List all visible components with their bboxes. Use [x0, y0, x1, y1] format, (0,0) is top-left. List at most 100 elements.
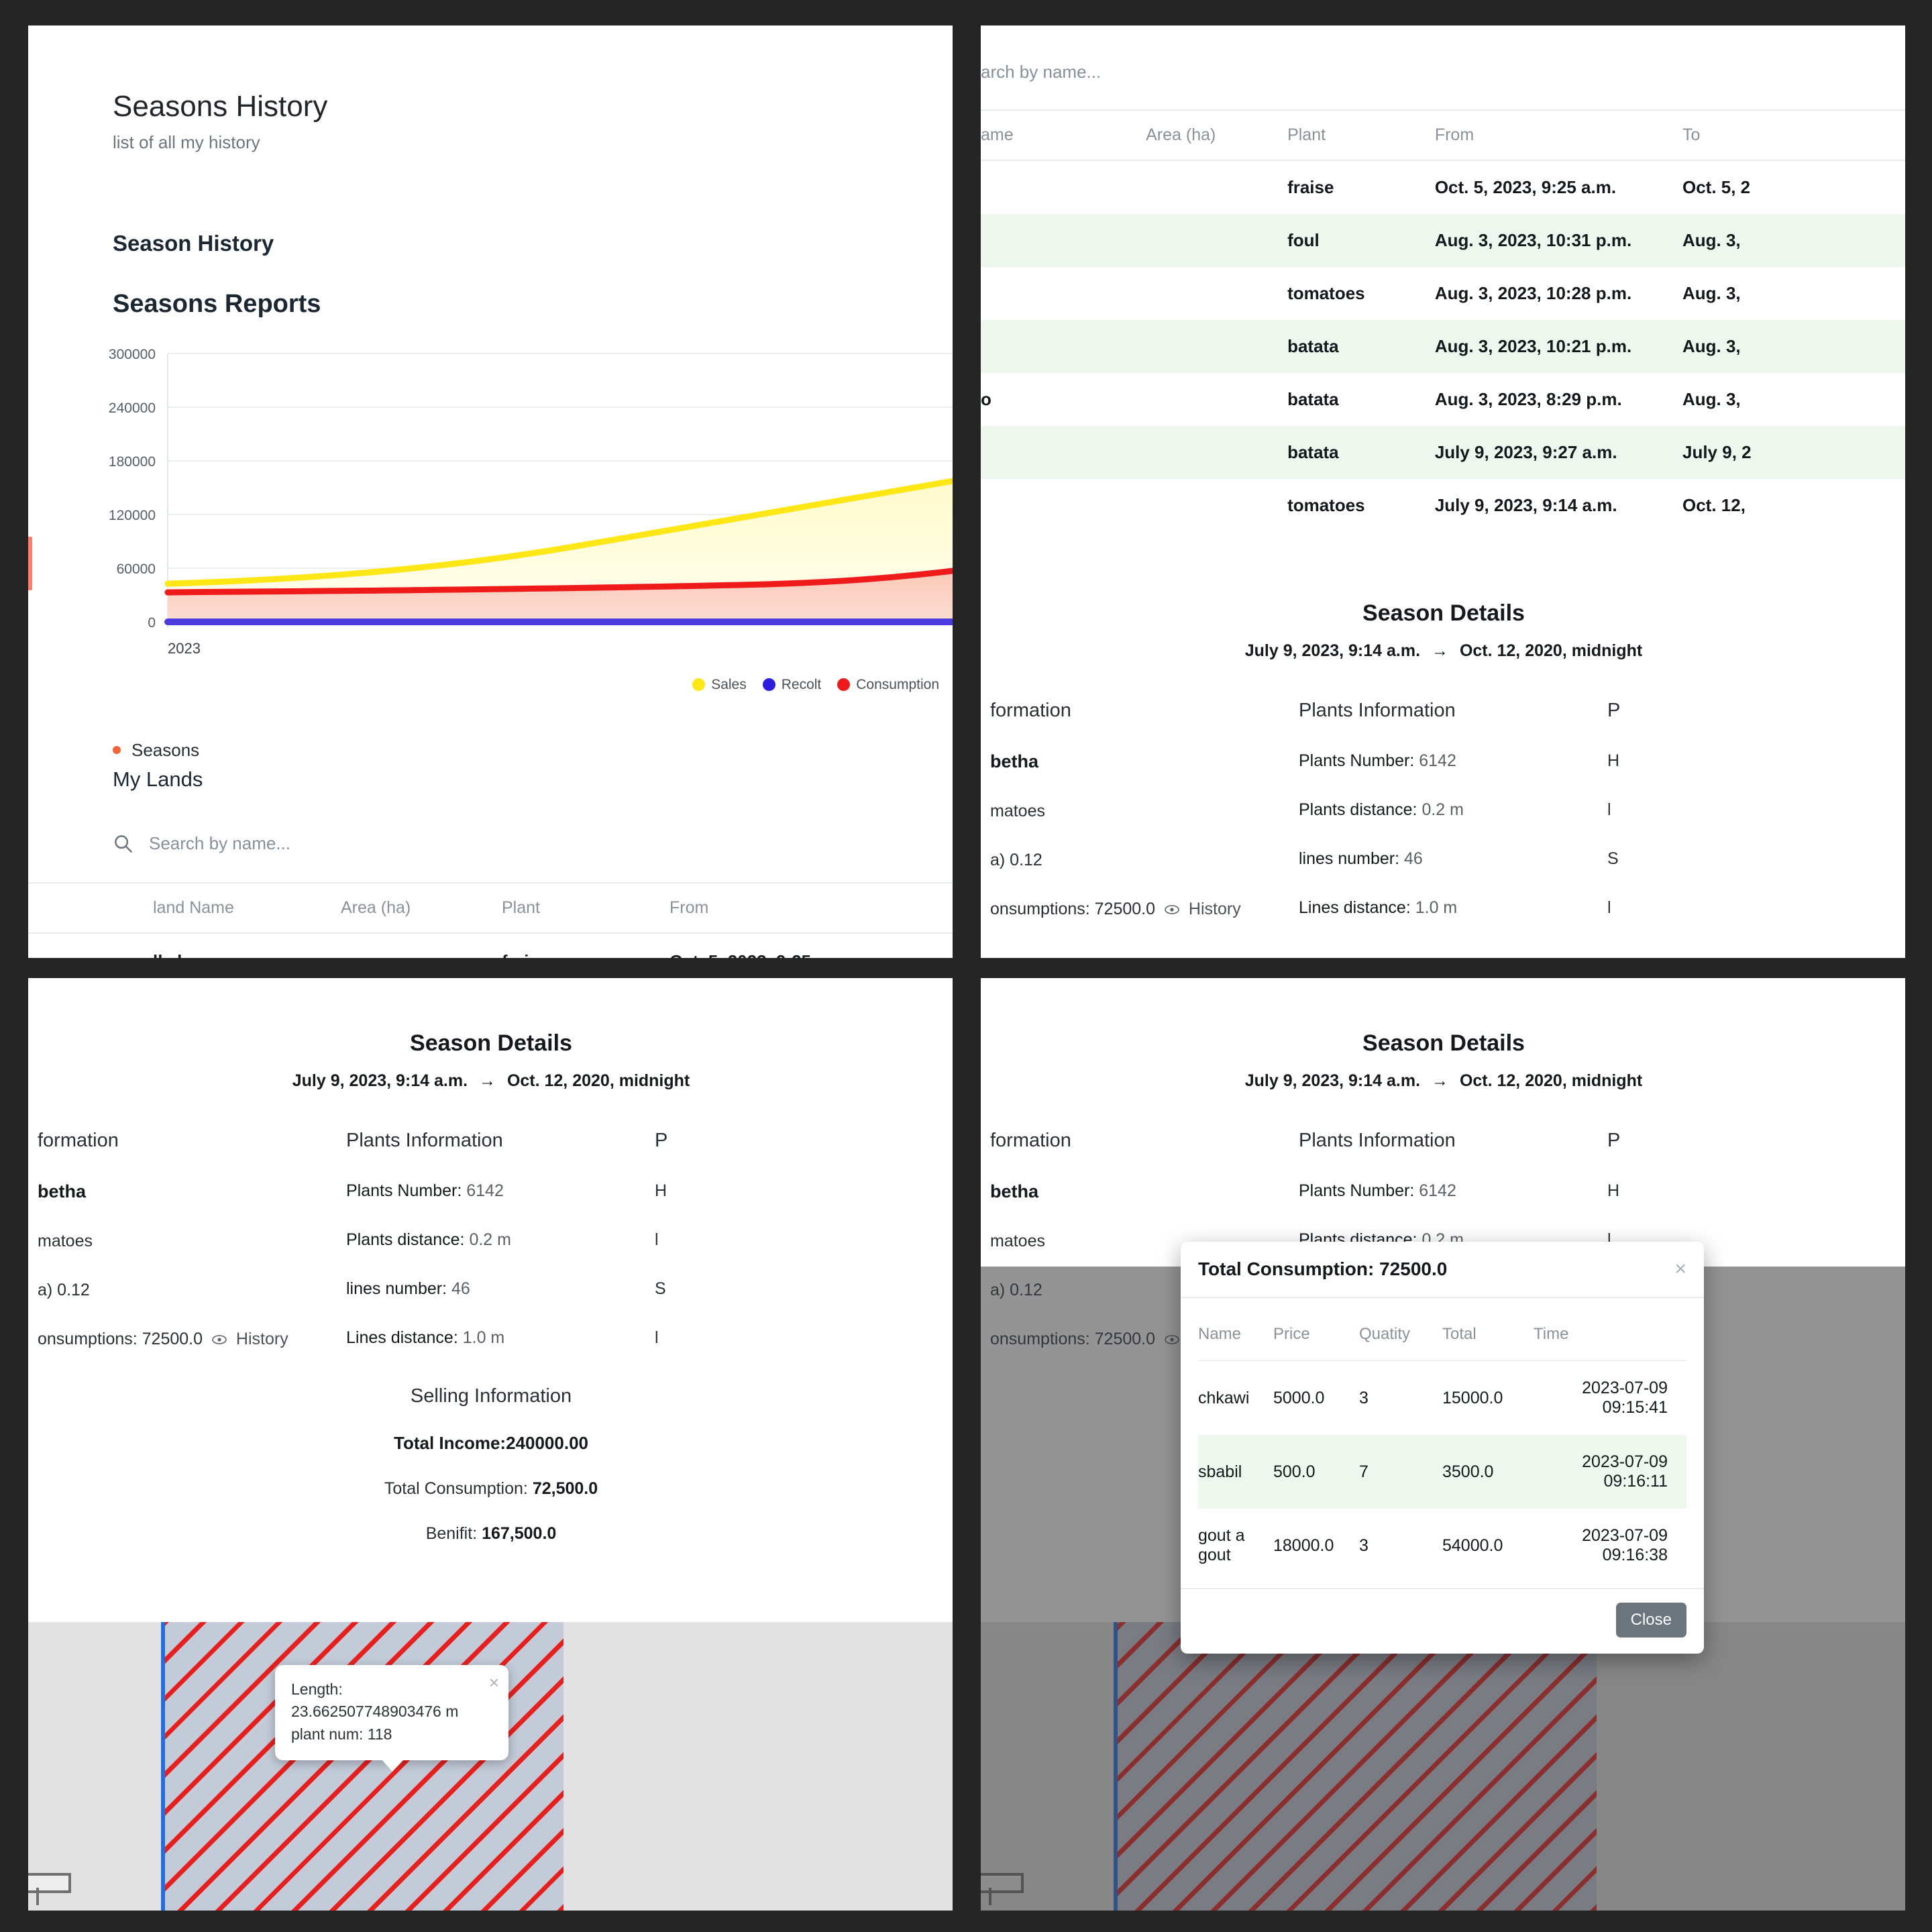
- lines-number: lines number: 46: [1299, 849, 1589, 869]
- eye-icon[interactable]: [1164, 904, 1180, 916]
- table-row[interactable]: tomatoes Aug. 3, 2023, 10:28 p.m. Aug. 3…: [981, 267, 1905, 320]
- land-name: betha: [990, 751, 1039, 771]
- lines-number-value: 46: [1404, 849, 1423, 868]
- panel-consumption-modal: Season Details July 9, 2023, 9:14 a.m. →…: [981, 978, 1905, 1911]
- search-input[interactable]: arch by name...: [981, 62, 1102, 82]
- series-consumption-area: [168, 570, 953, 622]
- cell-plant: tomatoes: [1287, 495, 1365, 515]
- cell-plant: batata: [1287, 442, 1339, 462]
- cell-to: Oct. 5, 2: [1682, 177, 1751, 197]
- legend-item-sales[interactable]: Sales: [692, 677, 747, 693]
- plants-distance-label: Plants distance:: [1299, 800, 1417, 819]
- land-consumptions: onsumptions: 72500.0 History: [38, 1330, 327, 1349]
- third-col-item: l: [655, 1328, 659, 1347]
- cell-area: [341, 951, 502, 958]
- cell-plant: fraise: [502, 951, 669, 958]
- modal-title: Total Consumption: 72500.0: [1198, 1258, 1448, 1279]
- series-sales-line: [164, 478, 953, 587]
- section-seasons-reports: Seasons Reports: [113, 289, 321, 318]
- cell-total: 54000.0: [1442, 1536, 1503, 1555]
- plants-distance: Plants distance: 0.2 m: [346, 1230, 636, 1250]
- plants-number: Plants Number: 6142: [1299, 1181, 1589, 1201]
- selling-information-heading: Selling Information: [410, 1385, 572, 1407]
- third-col-item: l: [1607, 898, 1611, 917]
- col-plant: Plant: [502, 898, 540, 917]
- page-title: Seasons History: [113, 90, 328, 123]
- close-icon[interactable]: ×: [488, 1672, 499, 1693]
- table-row[interactable]: fraise Oct. 5, 2023, 9:25 a.m. Oct. 5, 2: [981, 161, 1905, 214]
- season-details-section: Season Details July 9, 2023, 9:14 a.m. →…: [28, 1024, 953, 1544]
- plants-information-column: Plants Information Plants Number: 6142 P…: [337, 1130, 645, 1544]
- land-info-heading: formation: [990, 1130, 1071, 1151]
- cell-total: 3500.0: [1442, 1462, 1494, 1481]
- seasons-search-row[interactable]: arch by name...: [981, 25, 1905, 109]
- cell-plant: batata: [1287, 389, 1339, 409]
- legend-dot-recolt: [762, 678, 775, 692]
- legend-item-recolt[interactable]: Recolt: [762, 677, 821, 693]
- breadcrumb-label-seasons: Seasons: [131, 739, 200, 760]
- plants-number-value: 6142: [1419, 751, 1456, 770]
- svg-text:0: 0: [148, 615, 156, 631]
- plants-distance-value: 0.2 m: [469, 1230, 511, 1249]
- col-land-name: ame: [981, 125, 1014, 144]
- land-map[interactable]: × Length: 23.662507748903476 m plant num…: [28, 1622, 953, 1911]
- seasons-table: ame Area (ha) Plant From To fraise Oct. …: [981, 109, 1905, 532]
- table-row[interactable]: chkawi 5000.0 3 15000.0 2023-07-09 09:15…: [1198, 1361, 1686, 1435]
- lands-search-row[interactable]: Search by name...: [113, 833, 953, 854]
- table-row[interactable]: tomatoes July 9, 2023, 9:14 a.m. Oct. 12…: [981, 479, 1905, 532]
- arrow-right-icon: →: [478, 1071, 496, 1090]
- table-row[interactable]: batata Aug. 3, 2023, 10:21 p.m. Aug. 3,: [981, 320, 1905, 373]
- land-plant: matoes: [38, 1232, 93, 1250]
- total-consumption-modal: Total Consumption: 72500.0 × Name Price …: [1181, 1242, 1704, 1654]
- season-details-section: Season Details July 9, 2023, 9:14 a.m. →…: [981, 594, 1905, 958]
- legend-label-consumption: Consumption: [856, 676, 939, 692]
- cell-land-name: ll...b...: [153, 951, 341, 958]
- col-from: From: [1434, 125, 1474, 144]
- table-row[interactable]: batata July 9, 2023, 9:27 a.m. July 9, 2: [981, 426, 1905, 479]
- seasons-report-chart: 300000 240000 180000 120000 60000 0: [28, 340, 953, 692]
- modal-footer: Close: [1181, 1588, 1704, 1654]
- legend-label-sales: Sales: [711, 676, 747, 692]
- lines-distance: Lines distance: 1.0 m: [1299, 898, 1589, 918]
- col-price: Price: [1273, 1325, 1310, 1343]
- third-col-item: H: [655, 1181, 667, 1200]
- table-row[interactable]: foul Aug. 3, 2023, 10:31 p.m. Aug. 3,: [981, 214, 1905, 267]
- plants-number-value: 6142: [466, 1181, 504, 1200]
- land-plant: matoes: [990, 1232, 1045, 1250]
- map-tooltip[interactable]: × Length: 23.662507748903476 m plant num…: [275, 1665, 508, 1772]
- close-icon[interactable]: ×: [1674, 1258, 1686, 1280]
- third-col-item: l: [1607, 1230, 1611, 1249]
- my-lands-heading: My Lands: [113, 767, 203, 791]
- cell-plant: tomatoes: [1287, 283, 1365, 303]
- third-information-column: P H l S l: [1598, 700, 1905, 958]
- breadcrumb-item-seasons[interactable]: Seasons: [113, 740, 953, 761]
- eye-icon[interactable]: [211, 1334, 227, 1346]
- land-consumptions-text: onsumptions: 72500.0: [38, 1330, 203, 1348]
- panel-season-details-map: Season Details July 9, 2023, 9:14 a.m. →…: [28, 978, 953, 1911]
- land-consumptions-text: onsumptions: 72500.0: [990, 900, 1156, 918]
- plants-info-heading: Plants Information: [1299, 700, 1456, 721]
- lines-distance: Lines distance: 1.0 m: [346, 1328, 636, 1348]
- table-row[interactable]: o batata Aug. 3, 2023, 8:29 p.m. Aug. 3,: [981, 373, 1905, 426]
- history-link[interactable]: History: [235, 1330, 288, 1348]
- plants-distance: Plants distance: 0.2 m: [1299, 800, 1589, 820]
- legend-item-consumption[interactable]: Consumption: [837, 677, 939, 693]
- cell-quantity: 7: [1359, 1462, 1368, 1481]
- table-row[interactable]: sbabil 500.0 7 3500.0 2023-07-09 09:16:1…: [1198, 1435, 1686, 1509]
- tooltip-plant-num: plant num: 118: [291, 1725, 392, 1743]
- plants-info-heading: Plants Information: [346, 1130, 503, 1151]
- svg-text:240000: 240000: [109, 400, 156, 416]
- table-row[interactable]: ll...b... fraise Oct. 5, 2023, 9:25 a.m.: [28, 934, 953, 958]
- cell-price: 18000.0: [1273, 1536, 1334, 1555]
- cell-to: July 9, 2: [1682, 442, 1752, 462]
- history-link[interactable]: History: [1188, 900, 1241, 918]
- panel-seasons-history: Seasons History list of all my history S…: [28, 25, 953, 958]
- cell-name: gout a gout: [1198, 1526, 1245, 1564]
- season-details-columns: formation betha matoes a) 0.12 onsumptio…: [28, 1130, 953, 1544]
- cell-from: Oct. 5, 2023, 9:25 a.m.: [1434, 177, 1617, 197]
- close-button[interactable]: Close: [1615, 1603, 1686, 1638]
- modal-body: Name Price Quatity Total Time chkawi 500…: [1181, 1298, 1704, 1588]
- search-input[interactable]: Search by name...: [149, 833, 290, 853]
- land-name: betha: [990, 1181, 1039, 1201]
- table-row[interactable]: gout a gout 18000.0 3 54000.0 2023-07-09…: [1198, 1509, 1686, 1582]
